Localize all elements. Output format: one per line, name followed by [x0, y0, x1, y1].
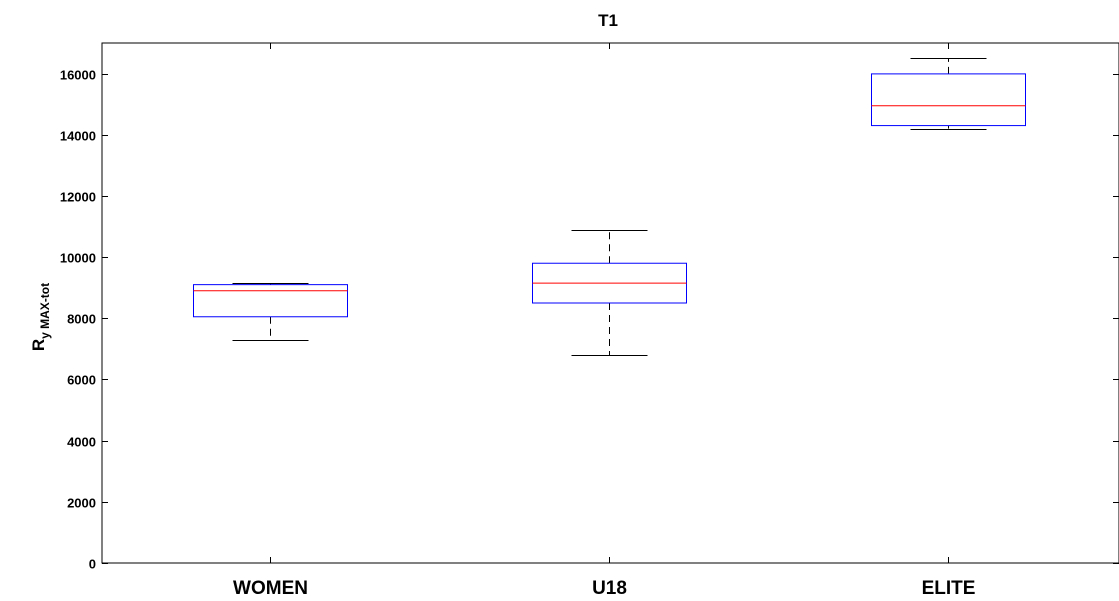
- y-tick-label: 10000: [60, 251, 96, 266]
- svg-text:Ry MAX-tot: Ry MAX-tot: [29, 283, 52, 351]
- y-tick-label: 2000: [67, 496, 96, 511]
- y-tick-label: 8000: [67, 312, 96, 327]
- box-group: [532, 229, 687, 356]
- x-tick-label: ELITE: [922, 578, 976, 599]
- chart-title: T1: [598, 11, 618, 30]
- y-tick-label: 4000: [67, 435, 96, 450]
- y-axis-label-subscript: y MAX-tot: [38, 283, 52, 339]
- axes-frame: [101, 42, 1119, 564]
- box-group: [193, 283, 348, 341]
- y-axis-label-main: R: [29, 339, 48, 351]
- box-iqr: [871, 73, 1026, 127]
- y-tick-label: 12000: [60, 190, 96, 205]
- x-tick-label: U18: [592, 578, 627, 599]
- x-tick-label: WOMEN: [233, 578, 308, 599]
- y-axis-label: Ry MAX-tot: [29, 283, 52, 351]
- plot-area: 0 2000 4000 6000 8000 10000 12000 14000 16000 WOM…: [60, 42, 1119, 599]
- box-iqr: [193, 284, 348, 318]
- y-tick-label: 14000: [60, 129, 96, 144]
- box-group: [871, 58, 1026, 130]
- y-tick-label: 16000: [60, 68, 96, 83]
- y-tick-label: 0: [89, 557, 96, 572]
- y-tick-label: 6000: [67, 373, 96, 388]
